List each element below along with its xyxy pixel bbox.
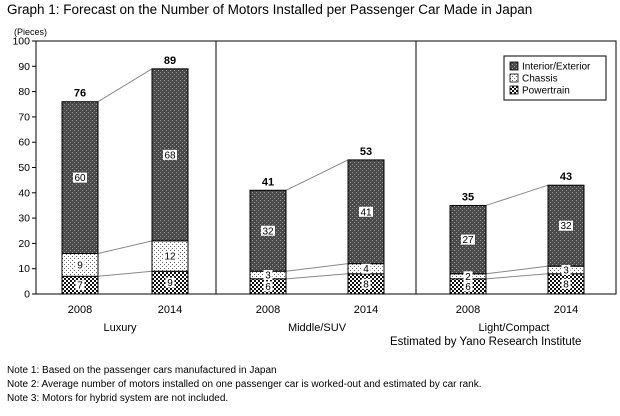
segment-label-box [361,263,371,274]
segment-label-box [261,225,275,236]
y-tick-label: 100 [12,36,30,48]
legend-label: Interior/Exterior [522,62,591,73]
legend-label: Powertrain [522,86,570,97]
segment-label-box [461,234,475,245]
legend-box [503,55,607,101]
segment-label-box [359,206,373,217]
segment-value-label: 2 [465,272,471,283]
source-credit: Estimated by Yano Research Institute [390,336,582,348]
legend-swatch [509,85,519,95]
connector-line [285,273,349,280]
connector-line [285,159,349,191]
y-tick-label: 80 [18,86,30,98]
connector-line [485,273,549,280]
note-3: Note 3: Motors for hybrid system are not… [7,393,229,404]
bar-segment-interior-exterior [547,184,585,267]
group-label: Luxury [103,322,137,334]
y-tick-label: 90 [18,61,30,73]
segment-label-box [75,259,85,270]
segment-value-label: 27 [462,235,474,246]
segment-label-box [561,278,571,289]
legend-swatch [509,73,519,83]
segment-label-box [463,271,473,282]
segment-value-label: 32 [560,221,572,232]
x-category-label: 2014 [354,304,378,316]
segment-value-label: 7 [77,281,83,292]
segment-label-box [263,281,273,292]
segment-label-box [75,280,85,291]
note-2: Note 2: Average number of motors install… [7,379,482,390]
panel-frame-2 [215,40,417,295]
segment-label-box [163,251,177,262]
segment-value-label: 3 [563,265,569,276]
connector-line [97,68,153,103]
segment-value-label: 9 [167,278,173,289]
bar-total-label: 43 [560,171,572,183]
panel-frame-3 [415,40,617,295]
connector-line [97,240,153,255]
y-tick-label: 20 [18,238,30,250]
legend-swatch [509,61,519,71]
connector-line [97,270,153,277]
y-axis-unit-label: (Pieces) [14,27,47,37]
x-category-label: 2008 [68,304,92,316]
x-category-label: 2014 [554,304,578,316]
segment-value-label: 6 [265,282,271,293]
y-tick-label: 50 [18,162,30,174]
segment-label-box [463,281,473,292]
segment-value-label: 41 [360,207,372,218]
segment-label-box [163,149,177,160]
bar-total-label: 41 [262,176,274,188]
y-tick-label: 0 [24,289,30,301]
notes-section: Note 1: Based on the passenger cars manu… [7,364,482,406]
segment-value-label: 3 [265,271,271,282]
segment-value-label: 32 [262,226,274,237]
connector-line [285,263,349,272]
legend-label: Chassis [522,74,558,85]
note-1: Note 1: Based on the passenger cars manu… [7,365,277,376]
segment-value-label: 4 [363,264,369,275]
segment-label-box [165,277,175,288]
segment-value-label: 68 [164,150,176,161]
segment-value-label: 8 [363,279,369,290]
segment-value-label: 6 [465,282,471,293]
segment-value-label: 8 [563,279,569,290]
segment-label-box [263,270,273,281]
segment-label-box [559,220,573,231]
y-tick-label: 60 [18,137,30,149]
bar-total-label: 89 [164,55,176,67]
x-category-label: 2008 [256,304,280,316]
y-tick-label: 40 [18,187,30,199]
group-label: Light/Compact [479,322,550,334]
y-tick-label: 70 [18,111,30,123]
chart-title: Graph 1: Forecast on the Number of Motor… [7,2,533,17]
bar-total-label: 53 [360,146,372,158]
x-category-label: 2008 [456,304,480,316]
y-tick-label: 10 [18,263,30,275]
segment-label-box [73,172,87,183]
segment-label-box [361,278,371,289]
connector-line [485,265,549,275]
segment-value-label: 12 [164,252,176,263]
segment-value-label: 60 [74,173,86,184]
segment-value-label: 9 [77,260,83,271]
segment-label-box [561,264,571,275]
group-label: Middle/SUV [288,322,347,334]
x-category-label: 2014 [158,304,182,316]
connector-line [485,184,549,206]
bar-total-label: 76 [74,88,86,100]
bar-total-label: 35 [462,191,474,203]
y-tick-label: 30 [18,213,30,225]
